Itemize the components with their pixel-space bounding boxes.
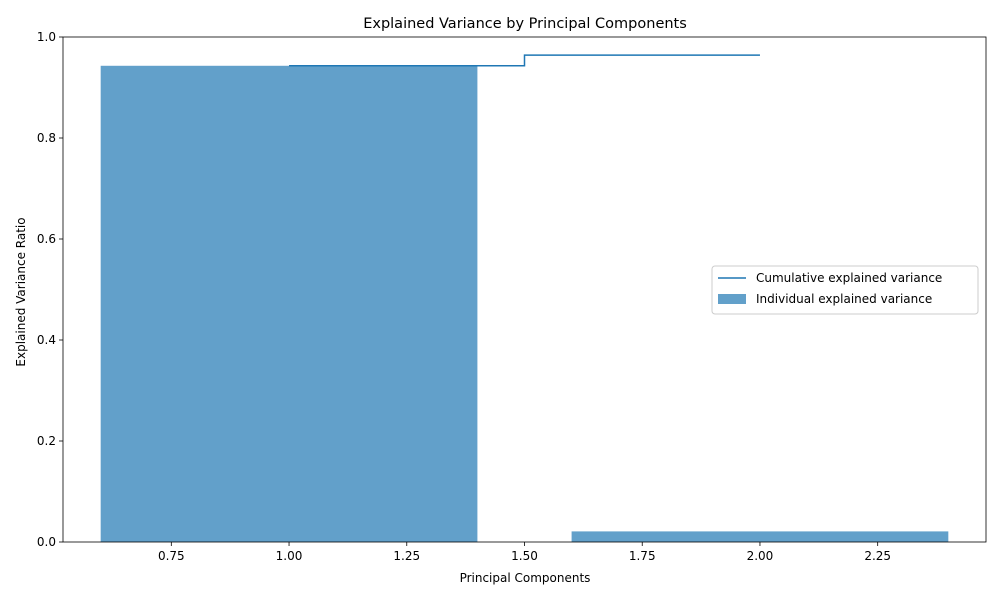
- y-tick-label: 0.2: [37, 434, 56, 448]
- x-tick-label: 1.75: [629, 549, 656, 563]
- y-tick-label: 0.6: [37, 232, 56, 246]
- y-tick-label: 0.8: [37, 131, 56, 145]
- x-tick-label: 1.25: [393, 549, 420, 563]
- x-axis-label: Principal Components: [460, 571, 591, 585]
- legend-entry-cumulative: Cumulative explained variance: [756, 271, 942, 285]
- cumulative-variance-line: [289, 54, 760, 67]
- x-axis-ticks: 0.75 1.00 1.25 1.50 1.75 2.00 2.25: [158, 542, 891, 563]
- x-tick-label: 1.00: [276, 549, 303, 563]
- legend-bar-swatch: [718, 294, 746, 304]
- x-tick-label: 2.25: [864, 549, 891, 563]
- y-axis-ticks: 0.0 0.2 0.4 0.6 0.8 1.0: [37, 30, 63, 549]
- x-tick-label: 1.50: [511, 549, 538, 563]
- legend-frame: [711, 265, 979, 315]
- x-tick-label: 2.00: [747, 549, 774, 563]
- x-tick-label: 0.75: [158, 549, 185, 563]
- y-axis-label: Explained Variance Ratio: [14, 217, 28, 366]
- bars-layer: [100, 65, 949, 542]
- chart-title: Explained Variance by Principal Componen…: [363, 16, 687, 32]
- y-tick-label: 1.0: [37, 30, 56, 44]
- bar-component-2: [571, 531, 949, 542]
- line-layer: [289, 54, 760, 67]
- y-tick-label: 0.0: [37, 535, 56, 549]
- legend: Cumulative explained variance Individual…: [711, 265, 979, 315]
- y-tick-label: 0.4: [37, 333, 56, 347]
- legend-entry-individual: Individual explained variance: [756, 292, 932, 306]
- bar-component-1: [100, 65, 478, 542]
